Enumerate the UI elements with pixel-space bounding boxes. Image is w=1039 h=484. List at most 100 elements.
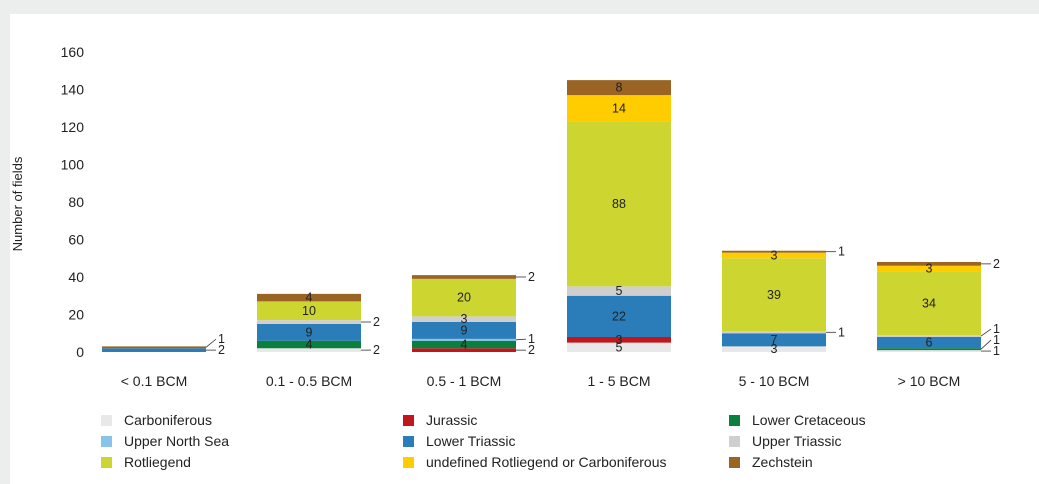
bar-segment [877,262,981,266]
data-label: 8 [616,81,623,95]
data-label: 1 [838,325,845,339]
x-tick-label: 0.5 - 1 BCM [427,373,502,389]
x-tick-label: > 10 BCM [898,373,961,389]
bar-segment [567,121,671,287]
data-label: 4 [461,338,468,352]
data-label: 2 [373,343,380,357]
callout-line [980,339,992,350]
data-label: 3 [771,248,778,262]
data-label: 1 [528,332,535,346]
bar-segment [257,340,361,349]
legend-swatch [101,435,112,447]
legend-item: Lower Triassic [403,433,515,449]
callout-line [980,328,992,337]
bar-segment [257,301,361,321]
bar-segment [877,337,981,349]
bar-segment [567,337,671,343]
callout-line [515,338,527,341]
bar-segment [257,348,361,352]
data-label: 2 [993,257,1000,271]
data-label: 1 [993,344,1000,358]
bar-segment [877,265,981,272]
data-label: 9 [461,323,468,337]
data-label: 3 [461,312,468,326]
bar-segment [722,252,826,259]
legend-swatch [101,456,112,468]
y-tick-label: 60 [68,232,84,248]
legend-swatch [403,456,414,468]
chart-panel: Number of fields 0 20 40 60 80 100 120 140 160 < 0… [10,14,1039,484]
data-label: 20 [457,291,471,305]
y-tick-label: 100 [61,157,85,173]
bar-segment [722,333,826,347]
data-label: 1 [838,245,845,259]
x-tick-label: < 0.1 BCM [121,373,188,389]
data-label: 5 [616,284,623,298]
legend-swatch [729,435,740,447]
bar-segment [412,348,516,352]
legend-label: Jurassic [426,412,478,428]
y-tick-label: 20 [68,307,84,323]
x-tick-label: 5 - 10 BCM [739,373,810,389]
bar-segment [877,335,981,337]
bar-segment [877,350,981,352]
data-label: 2 [373,315,380,329]
bar-segment [257,320,361,324]
legend-item: Zechstein [729,454,813,470]
data-label: 3 [926,262,933,276]
bar-segment [257,323,361,341]
data-label: 10 [302,304,316,318]
bar-segment [567,342,671,352]
bar-segment [102,348,206,352]
data-label: 34 [922,296,936,310]
data-label: 4 [306,338,313,352]
data-label: 88 [612,197,626,211]
bar-segment [412,338,516,341]
legend-label: Lower Triassic [426,433,516,449]
legend-item: Carboniferous [101,412,212,428]
data-label: 1 [993,322,1000,336]
bar-segment [412,316,516,322]
data-label: 5 [616,340,623,354]
y-tick-label: 120 [61,119,85,135]
data-label: 14 [612,101,626,115]
bar-segment [567,95,671,122]
y-tick-label: 160 [61,44,85,60]
legend-item: Lower Cretaceous [729,412,866,428]
bar-segment [877,348,981,351]
bar-segment [722,346,826,352]
y-tick-label: 0 [76,344,84,360]
legend-item: Rotliegend [101,454,191,470]
legend-label: Rotliegend [124,454,191,470]
legend-label: Lower Cretaceous [752,412,866,428]
legend-label: undefined Rotliegend or Carboniferous [426,454,667,470]
y-tick-label: 80 [68,194,84,210]
data-label: 2 [528,270,535,284]
data-label: 7 [771,333,778,347]
callout-line [205,338,217,348]
data-label: 6 [926,336,933,350]
bar-segment [412,340,516,349]
data-label: 3 [771,342,778,356]
x-tick-label: 1 - 5 BCM [587,373,650,389]
legend-label: Zechstein [752,454,813,470]
data-label: 1 [218,332,225,346]
legend-item: Upper Triassic [729,433,841,449]
bar-segment [257,293,361,302]
bar-segment [722,250,826,253]
bar-segment [877,271,981,336]
bar-segment [412,322,516,339]
y-axis-title: Number of fields [10,156,25,251]
bar-segment [102,346,206,349]
data-label: 39 [767,288,781,302]
bar-segment [567,80,671,96]
legend-swatch [403,435,414,447]
legend-swatch [101,414,112,426]
data-label: 9 [306,325,313,339]
bar-segment [722,258,826,332]
bar-segment [722,331,826,334]
bar-segment [567,295,671,337]
x-tick-label: 0.1 - 0.5 BCM [266,373,352,389]
data-label: 3 [616,333,623,347]
